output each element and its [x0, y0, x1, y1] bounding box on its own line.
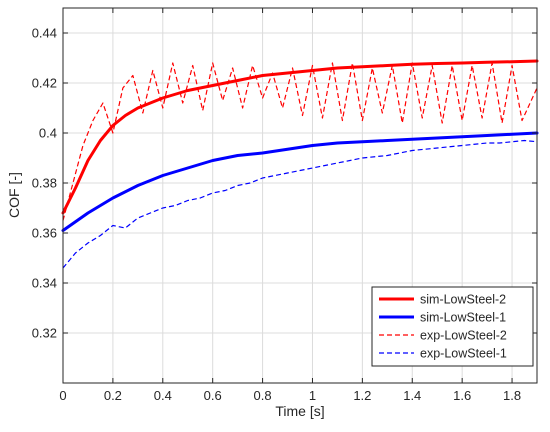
x-tick-label: 0.8 [254, 388, 272, 403]
x-tick-label: 0.6 [204, 388, 222, 403]
y-tick-label: 0.34 [32, 276, 57, 291]
x-tick-label: 0.2 [104, 388, 122, 403]
legend-entry-label: sim-LowSteel-1 [420, 311, 506, 325]
x-tick-label: 0.4 [154, 388, 172, 403]
y-tick-label: 0.36 [32, 226, 57, 241]
x-tick-label: 1.8 [503, 388, 521, 403]
x-tick-label: 0 [59, 388, 66, 403]
y-tick-label: 0.42 [32, 76, 57, 91]
legend-entry-label: exp-LowSteel-1 [420, 347, 507, 361]
x-tick-label: 1 [309, 388, 316, 403]
axis-ticks: 0 0.2 0.4 0.6 0.8 1 1.2 1.4 1.6 1.8 0.32 0.34 0.36 0.… [32, 8, 537, 403]
legend-entry-label: sim-LowSteel-2 [420, 293, 506, 307]
series-layer [61, 59, 539, 269]
legend: sim-LowSteel-2 sim-LowSteel-1 exp-LowSteel… [371, 286, 534, 367]
plot-frame [62, 7, 538, 384]
x-tick-label: 1.4 [403, 388, 421, 403]
y-tick-label: 0.44 [32, 26, 57, 41]
series-line-exp-lowsteel-1 [62, 139, 538, 269]
y-tick-label: 0.4 [39, 126, 57, 141]
y-axis-label: COF [-] [6, 172, 22, 218]
y-tick-label: 0.38 [32, 176, 57, 191]
legend-entry-label: exp-LowSteel-2 [420, 329, 507, 343]
x-tick-label: 1.6 [453, 388, 471, 403]
series-line-sim-lowsteel-2 [61, 59, 539, 215]
x-tick-label: 1.2 [353, 388, 371, 403]
y-tick-label: 0.32 [32, 326, 57, 341]
series-line-sim-lowsteel-1 [61, 131, 539, 232]
x-axis-label: Time [s] [275, 403, 324, 419]
